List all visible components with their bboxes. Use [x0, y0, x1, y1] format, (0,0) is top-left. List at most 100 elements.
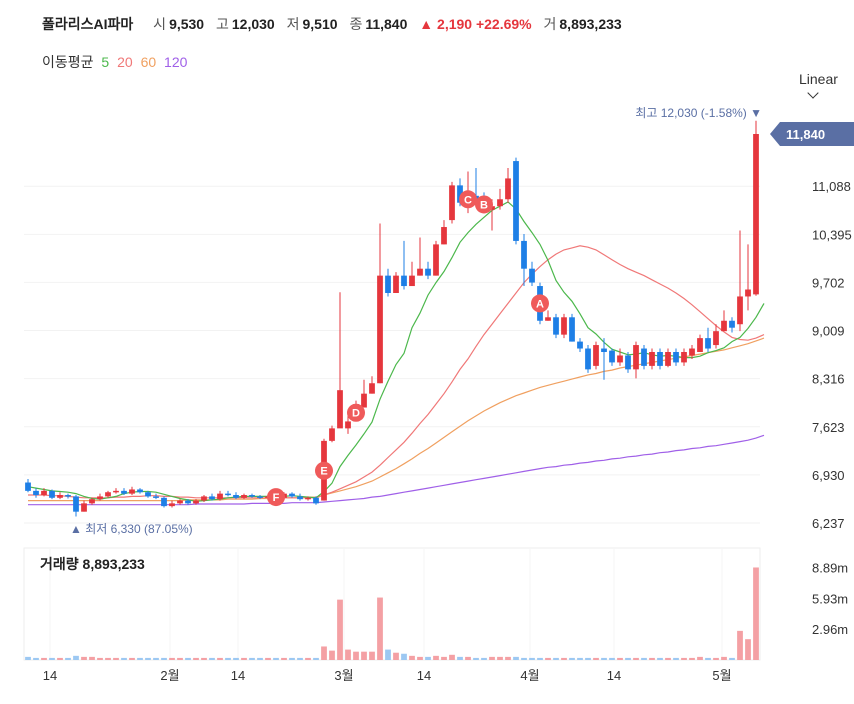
volume-bar — [297, 657, 303, 660]
volume-bar — [145, 657, 151, 660]
candle-body — [385, 275, 391, 293]
candle-body — [153, 496, 159, 498]
candle-body — [745, 289, 751, 297]
volume-bar — [73, 655, 79, 660]
candle-body — [649, 352, 655, 366]
volume-bar — [65, 657, 71, 660]
volume-bar — [481, 657, 487, 660]
candle-body — [233, 495, 239, 498]
candle-body — [409, 275, 415, 287]
candle-body — [25, 482, 31, 491]
high-annotation: 최고 12,030 (-1.58%) ▼ — [635, 106, 762, 120]
candle-body — [513, 161, 519, 241]
candle-body — [609, 350, 615, 363]
event-marker-label: D — [352, 408, 360, 420]
candle-body — [633, 345, 639, 370]
candle-body — [161, 497, 167, 507]
candle-body — [721, 320, 727, 332]
candle-body — [729, 320, 735, 328]
volume-bar — [697, 656, 703, 660]
volume-bar — [425, 656, 431, 660]
candle-body — [601, 348, 607, 353]
volume-bar — [369, 651, 375, 660]
volume-bar — [313, 657, 319, 660]
volume-bar — [241, 657, 247, 660]
candle-body — [497, 199, 503, 207]
volume-bar — [49, 657, 55, 660]
volume-bar — [585, 657, 591, 660]
volume-bar — [201, 657, 207, 660]
volume-bar — [289, 657, 295, 660]
candle-body — [49, 490, 55, 498]
candle-body — [97, 496, 103, 500]
volume-bar — [593, 657, 599, 660]
candle-body — [425, 268, 431, 276]
event-marker-label: F — [273, 492, 280, 504]
scale-selector[interactable]: Linear — [799, 71, 854, 103]
close-value: 11,840 — [365, 16, 408, 32]
candle-body — [401, 275, 407, 287]
ma-legend-60[interactable]: 60 — [140, 54, 157, 70]
candle-body — [249, 495, 255, 497]
volume-bar — [393, 652, 399, 660]
volume-bar — [457, 656, 463, 660]
candle-body — [337, 390, 343, 429]
candle-body — [569, 317, 575, 342]
candle-body — [697, 338, 703, 353]
volume-bar — [105, 657, 111, 660]
x-axis-label: 14 — [43, 668, 57, 683]
candle-body — [553, 317, 559, 335]
volume-bar — [153, 657, 159, 660]
volume-bar — [489, 656, 495, 660]
moving-average-legend[interactable]: 이동평균 5 20 60 120 — [42, 52, 187, 72]
candle-body — [313, 497, 319, 504]
stock-header: 폴라리스AI파마 시 9,530 고 12,030 저 9,510 종 11,840 ▲… — [42, 14, 630, 34]
candle-body — [193, 500, 199, 504]
event-marker — [531, 294, 549, 313]
volume-bar — [25, 656, 31, 660]
volume-bar — [657, 657, 663, 660]
current-price-label: 11,840 — [786, 127, 825, 142]
volume-bar — [553, 657, 559, 660]
volume-bar — [169, 657, 175, 660]
ma-legend-120[interactable]: 120 — [164, 54, 188, 70]
volume-bar — [377, 597, 383, 660]
volume-bar — [257, 657, 263, 660]
candle-body — [217, 493, 223, 500]
event-marker-label: E — [320, 466, 327, 478]
candle-body — [625, 355, 631, 370]
price-tick-label: 9,702 — [812, 275, 845, 290]
price-tick-label: 10,395 — [812, 227, 852, 242]
candle-body — [129, 489, 135, 494]
volume-bar — [609, 657, 615, 660]
candle-body — [57, 495, 63, 498]
volume-bar — [665, 657, 671, 660]
volume-bar — [505, 656, 511, 660]
candle-body — [33, 490, 39, 496]
volume-bar — [737, 630, 743, 660]
volume-bar — [409, 655, 415, 660]
ma-legend-5[interactable]: 5 — [101, 54, 110, 70]
volume-panel-label: 거래량 8,893,233 — [40, 556, 145, 572]
price-tick-label: 7,623 — [812, 420, 845, 435]
volume-bar — [33, 657, 39, 660]
event-marker-label: C — [464, 194, 472, 206]
volume-bar — [137, 657, 143, 660]
volume-bar — [713, 657, 719, 660]
volume-bar — [265, 657, 271, 660]
volume-bar — [721, 656, 727, 660]
candle-body — [585, 348, 591, 370]
volume-bar — [601, 657, 607, 660]
volume-bar — [473, 657, 479, 660]
candle-body — [681, 352, 687, 363]
volume-bar — [561, 657, 567, 660]
volume-bar — [57, 657, 63, 660]
volume-bar — [185, 657, 191, 660]
ma-legend-20[interactable]: 20 — [117, 54, 133, 70]
candle-body — [329, 428, 335, 441]
volume-bar — [641, 657, 647, 660]
event-marker-label: B — [480, 199, 488, 211]
volume-bar — [217, 657, 223, 660]
volume-bar — [545, 657, 551, 660]
